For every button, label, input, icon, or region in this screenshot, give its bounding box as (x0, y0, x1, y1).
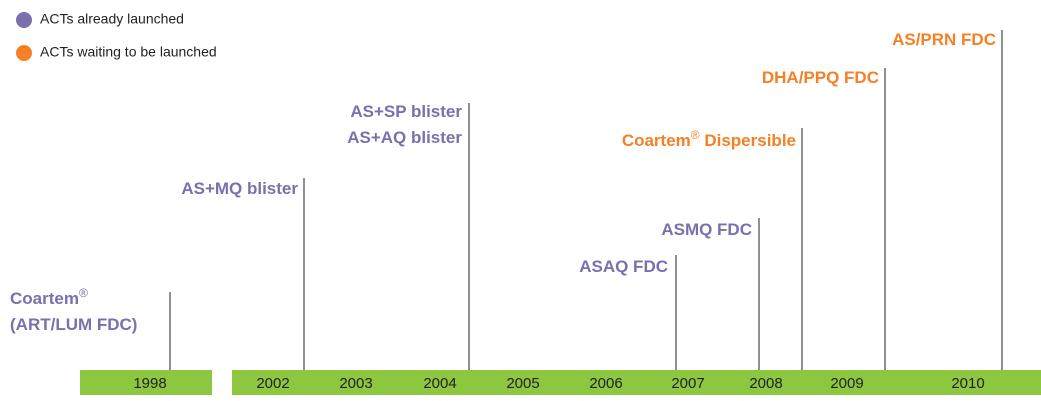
event-text: AS+SP blister (350, 102, 462, 121)
year-label: 2009 (830, 375, 863, 392)
timeline-segment (232, 370, 1041, 395)
event-text: DHA/PPQ FDC (762, 68, 879, 87)
event-text-sup: ® (691, 128, 700, 142)
event-label: ASMQ FDC (661, 220, 752, 239)
timeline-bar: 1998 2002 2003 2004 2005 2006 2007 2008 2009 2010 (80, 370, 1041, 395)
year-label: 2006 (589, 375, 622, 392)
year-label: 2005 (506, 375, 539, 392)
event-text: AS+AQ blister (347, 128, 462, 147)
year-label: 2002 (256, 375, 289, 392)
year-label: 2008 (749, 375, 782, 392)
event-text: AS+MQ blister (181, 179, 298, 198)
year-label: 2007 (671, 375, 704, 392)
event-text: Coartem® (10, 286, 88, 308)
event-label: AS/PRN FDC (892, 30, 996, 49)
event-label: AS+MQ blister (181, 179, 298, 198)
year-label: 1998 (133, 375, 166, 392)
event-label: AS+SP blister AS+AQ blister (347, 102, 462, 147)
year-label: 2010 (951, 375, 984, 392)
event-label: ASAQ FDC (579, 257, 668, 276)
event-text: (ART/LUM FDC) (10, 315, 137, 334)
event-text-sup: ® (79, 286, 88, 300)
event-text: ASAQ FDC (579, 257, 668, 276)
event-text-main: DHA/PPQ FDC (762, 68, 879, 87)
legend-label: ACTs waiting to be launched (40, 44, 217, 60)
event-text-main: AS+SP blister (350, 102, 462, 121)
event-text-main: AS+AQ blister (347, 128, 462, 147)
event-label: DHA/PPQ FDC (762, 68, 879, 87)
event-text-main: AS+MQ blister (181, 179, 298, 198)
event-label: Coartem® Dispersible (622, 128, 796, 150)
timeline-segment (80, 370, 212, 395)
event-text-main: ASAQ FDC (579, 257, 668, 276)
year-label: 2004 (423, 375, 456, 392)
event-text: AS/PRN FDC (892, 30, 996, 49)
event-text: Coartem® Dispersible (622, 128, 796, 150)
events: Coartem®(ART/LUM FDC)AS+MQ blisterAS+SP … (10, 30, 1003, 370)
legend-dot (16, 45, 32, 61)
event-text-after: Dispersible (700, 131, 796, 150)
event-text: ASMQ FDC (661, 220, 752, 239)
legend-label: ACTs already launched (40, 11, 184, 27)
year-label: 2003 (339, 375, 372, 392)
event-text-main: Coartem (10, 289, 79, 308)
event-text-main: AS/PRN FDC (892, 30, 996, 49)
event-text-main: Coartem (622, 131, 691, 150)
legend-dot (16, 12, 32, 28)
event-text-main: ASMQ FDC (661, 220, 752, 239)
event-text-main: (ART/LUM FDC) (10, 315, 137, 334)
legend: ACTs already launched ACTs waiting to be … (16, 11, 217, 61)
event-label: Coartem® (ART/LUM FDC) (10, 286, 137, 334)
